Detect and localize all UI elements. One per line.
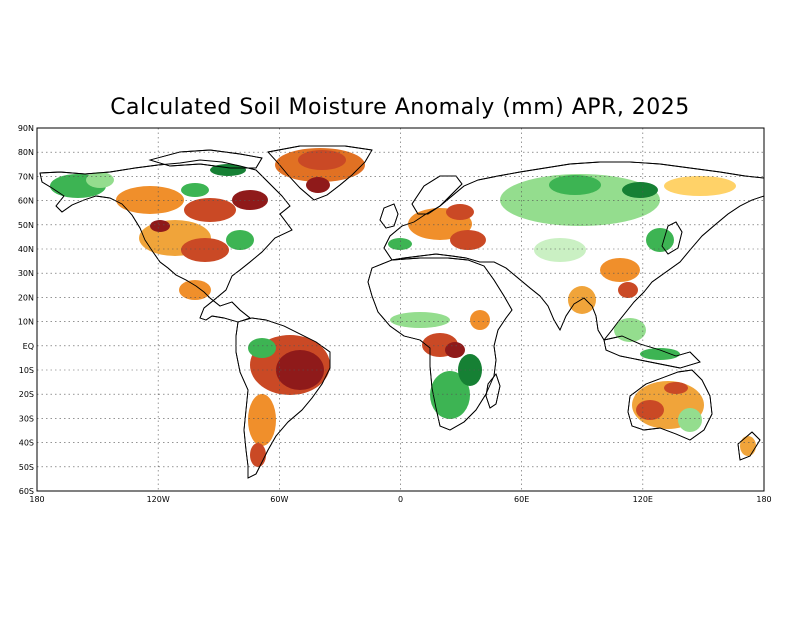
lon-tick-label: 120E [633,495,653,504]
lat-tick-label: 10S [19,366,34,375]
lat-tick-label: 60S [19,487,34,496]
map-plot-area [37,128,764,491]
lat-tick-label: 30N [18,269,34,278]
anomaly-southern-africa [430,371,470,419]
graticule [37,128,764,491]
anomaly-east-asia [600,258,640,282]
lat-tick-label: 20N [18,293,34,302]
lon-tick-label: 180 [29,495,44,504]
lat-tick-label: 70N [18,172,34,181]
latitude-axis: 90N 80N 70N 60N 50N 40N 30N 20N 10N EQ 10S 20S 30S 40… [18,124,34,496]
lat-tick-label: 90N [18,124,34,133]
lat-tick-label: EQ [23,342,34,351]
anomaly-sahara [376,267,484,303]
lon-tick-label: 180 [756,495,771,504]
coastlines [39,145,764,479]
anomaly-central-asia [534,238,586,262]
anomaly-new-zealand [740,436,756,456]
lat-tick-label: 50N [18,221,34,230]
anomaly-southern-south-america [248,394,276,446]
lat-tick-label: 20S [19,390,34,399]
anomaly-south-asia [568,286,596,314]
map-title: Calculated Soil Moisture Anomaly (mm) AP… [110,95,690,120]
anomaly-canada [116,186,184,214]
map-frame [36,127,765,492]
lat-tick-label: 60N [18,197,34,206]
lon-tick-label: 120W [147,495,170,504]
lon-tick-label: 0 [398,495,403,504]
longitude-axis: 180 120W 60W 0 60E 120E 180 [29,495,771,504]
anomaly-siberia [500,174,660,226]
lat-tick-label: 80N [18,148,34,157]
lat-tick-label: 40S [19,439,34,448]
lat-tick-label: 50S [19,463,34,472]
anomaly-shading [50,148,756,467]
lat-tick-label: 10N [18,318,34,327]
lon-tick-label: 60E [514,495,529,504]
anomaly-mexico [179,280,211,300]
lat-tick-label: 40N [18,245,34,254]
lat-tick-label: 30S [19,414,34,423]
lon-tick-label: 60W [270,495,288,504]
